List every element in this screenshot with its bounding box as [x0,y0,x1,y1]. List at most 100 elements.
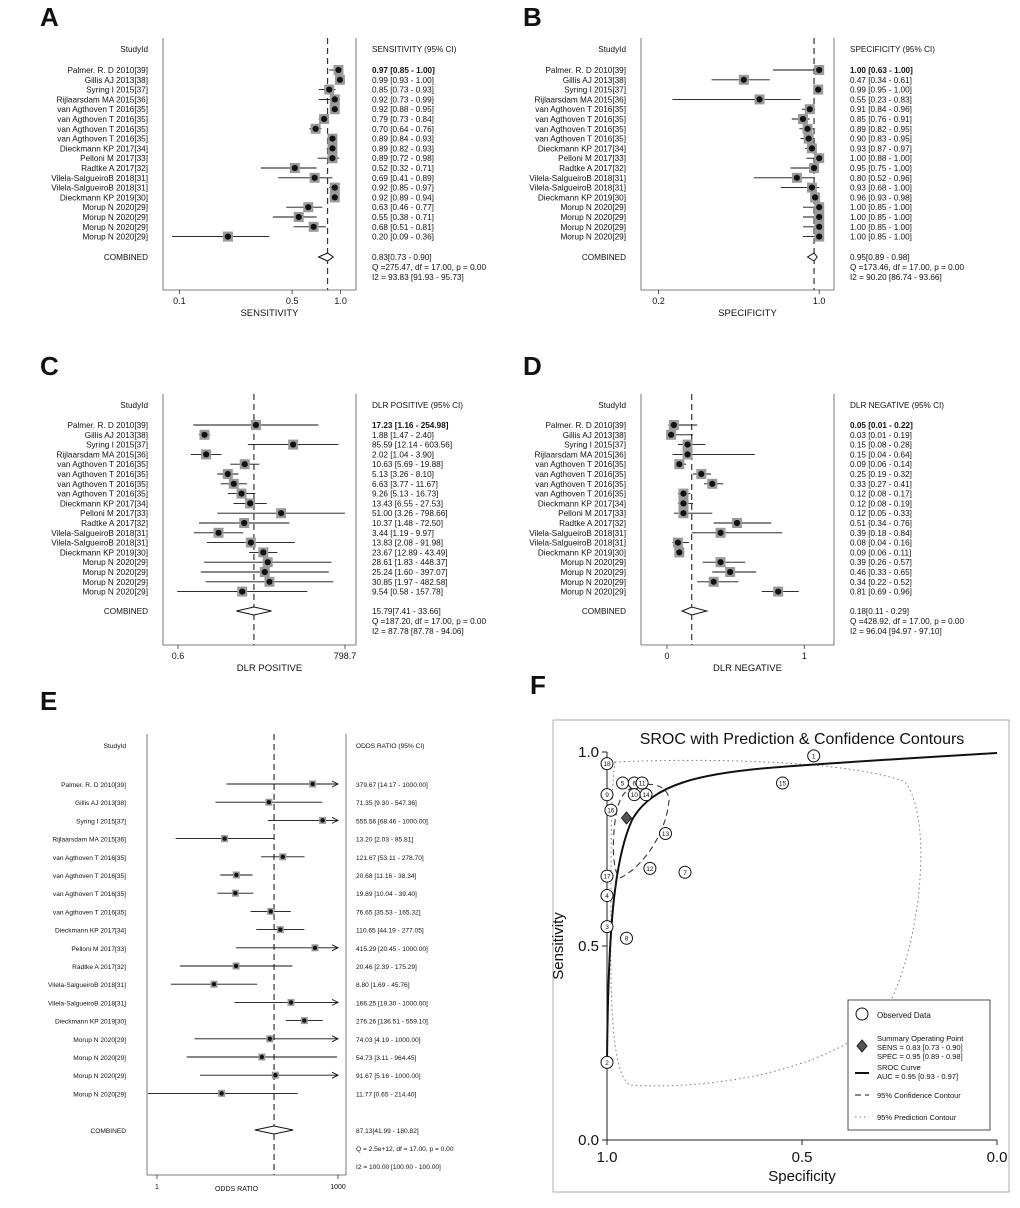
observed-point-id: 18 [603,761,611,768]
study-ci-text: 0.25 [0.19 - 0.32] [850,470,912,479]
study-label: Dieckmann KP 2019[30] [538,548,626,557]
study-point-estimate [806,106,813,113]
legend-detail: SPEC = 0.95 [0.89 - 0.98] [877,1052,963,1061]
study-ci-text: 13.83 [2.08 - 91.98] [372,539,443,548]
observed-data-point [678,865,692,879]
combined-label: COMBINED [104,607,148,616]
study-ci-text: 0.99 [0.95 - 1.00] [850,86,912,95]
sroc-plot: SROC with Prediction & Confidence Contou… [550,719,1010,1193]
study-ci-text: 20.46 [2.39 - 175.29] [356,964,417,971]
study-label: Morup N 2020[29] [560,568,626,577]
observed-data-point [604,803,618,817]
observed-point-id: 4 [605,893,609,900]
observed-data-point [659,826,672,840]
ci-column-header: DLR POSITIVE (95% CI) [372,401,463,410]
observed-data-point [643,861,657,875]
ci-column-header: DLR NEGATIVE (95% CI) [850,401,944,410]
ci-truncation-arrow [331,944,340,952]
legend-detail: SENS = 0.83 [0.73 - 0.90] [877,1043,963,1052]
study-point-estimate [808,145,816,152]
study-point-estimate [710,578,717,585]
study-ci-text: 166.25 [19.30 - 1000.00] [356,1000,428,1007]
x-tick-label: 0.1 [173,296,186,306]
study-point-estimate [799,115,807,123]
study-point-estimate [816,204,823,211]
study-ci-text: 0.15 [0.08 - 0.28] [850,441,912,450]
study-label: Morup N 2020[29] [73,1073,126,1080]
study-label: van Agthoven T 2016[35] [53,855,126,862]
ci-truncation-arrow [331,1071,340,1079]
legend-label: Observed Data [877,1011,931,1020]
study-point-estimate [201,431,208,438]
study-ci-text: 0.12 [0.08 - 0.17] [850,490,912,499]
observed-point-id: 16 [607,808,615,815]
study-label: Morup N 2020[29] [82,588,148,597]
x-tick-label: 0.6 [172,651,185,661]
study-label: Morup N 2020[29] [560,588,626,597]
study-ci-text: 555.56 [68.46 - 1000.00] [356,818,428,825]
combined-ci-text: 15.79[7.41 - 33.66] [372,607,441,616]
study-ci-text: 76.65 [35.53 - 165.32] [356,909,421,916]
study-point-estimate [305,204,312,211]
study-point-estimate [804,125,811,132]
study-label: van Agthoven T 2016[35] [57,460,148,469]
study-label: Dieckmann KP 2019[30] [538,193,626,202]
study-label: van Agthoven T 2016[35] [53,909,126,916]
observed-point-id: 1 [812,753,816,760]
panel-letter-b: B [523,2,542,32]
observed-point-id: 9 [605,792,609,799]
ci-truncation-arrow [331,816,340,824]
study-point-estimate [698,470,705,478]
observed-data-point [600,889,614,903]
study-label: Dieckmann KP 2019[30] [55,1019,126,1026]
study-point-estimate [740,76,747,83]
study-label: van Agthoven T 2016[35] [57,125,148,134]
study-ci-text: 0.51 [0.34 - 0.76] [850,519,912,528]
x-tick-label: 0.5 [286,296,299,306]
observed-point-id: 10 [631,792,639,799]
study-ci-text: 74.03 [4.19 - 1000.00] [356,1037,421,1044]
study-point-estimate [278,927,283,932]
x-axis-label: ODDS RATIO [215,1186,259,1193]
study-point-estimate [680,500,687,507]
study-point-estimate [329,135,336,142]
heterogeneity-stats: I2 = 100.00 [100.00 - 100.00] [356,1164,441,1171]
x-tick-label: 1000 [330,1184,346,1191]
study-label: Gillis AJ 2013[38] [75,800,126,807]
observed-data-point [620,931,633,945]
study-point-estimate [793,174,801,181]
ci-truncation-arrow [331,1035,340,1043]
study-point-estimate [230,480,237,487]
study-point-estimate [203,451,210,458]
study-label: van Agthoven T 2016[35] [535,480,626,489]
forest-plot-e: StudyId ODDS RATIO (95% CI) Palmer. R. D 2… [48,734,454,1193]
study-label: Rijlaarsdam MA 2015[36] [535,95,626,104]
study-ci-text: 0.12 [0.08 - 0.19] [850,499,912,508]
x-axis-label: SPECIFICITY [718,308,777,319]
ci-column-header: ODDS RATIO (95% CI) [356,743,424,750]
study-ci-text: 0.92 [0.88 - 0.95] [372,105,434,114]
study-label: Morup N 2020[29] [82,213,148,222]
study-ci-text: 0.34 [0.22 - 0.52] [850,578,912,587]
study-label: Morup N 2020[29] [560,223,626,232]
study-ci-text: 0.12 [0.05 - 0.33] [850,509,912,518]
study-ci-text: 0.15 [0.04 - 0.64] [850,450,912,459]
study-label: Vilela-SalgueiroB 2018[31] [51,184,148,193]
legend-observed-symbol [855,1007,869,1021]
study-point-estimate [810,164,818,172]
heterogeneity-stats: Q =173.46, df = 17.00, p = 0.00 [850,263,964,272]
observed-point-id: 12 [646,866,654,873]
study-ci-text: 0.47 [0.34 - 0.61] [850,76,912,85]
study-label: Morup N 2020[29] [82,223,148,232]
y-tick-label: 0.5 [578,938,599,955]
heterogeneity-stats: I2 = 96.04 [94.97 - 97.10] [850,627,942,636]
study-point-estimate [676,461,683,468]
study-ci-text: 51.00 [3.26 - 798.66] [372,509,448,518]
study-label: van Agthoven T 2016[35] [57,105,148,114]
observed-data-point [639,788,653,802]
x-tick-label: 1 [802,651,807,661]
study-point-estimate [331,96,338,103]
study-label: Pelloni M 2017[33] [80,509,148,518]
study-ci-text: 54.73 [3.11 - 964.45] [356,1055,417,1062]
combined-label: COMBINED [90,1128,126,1135]
